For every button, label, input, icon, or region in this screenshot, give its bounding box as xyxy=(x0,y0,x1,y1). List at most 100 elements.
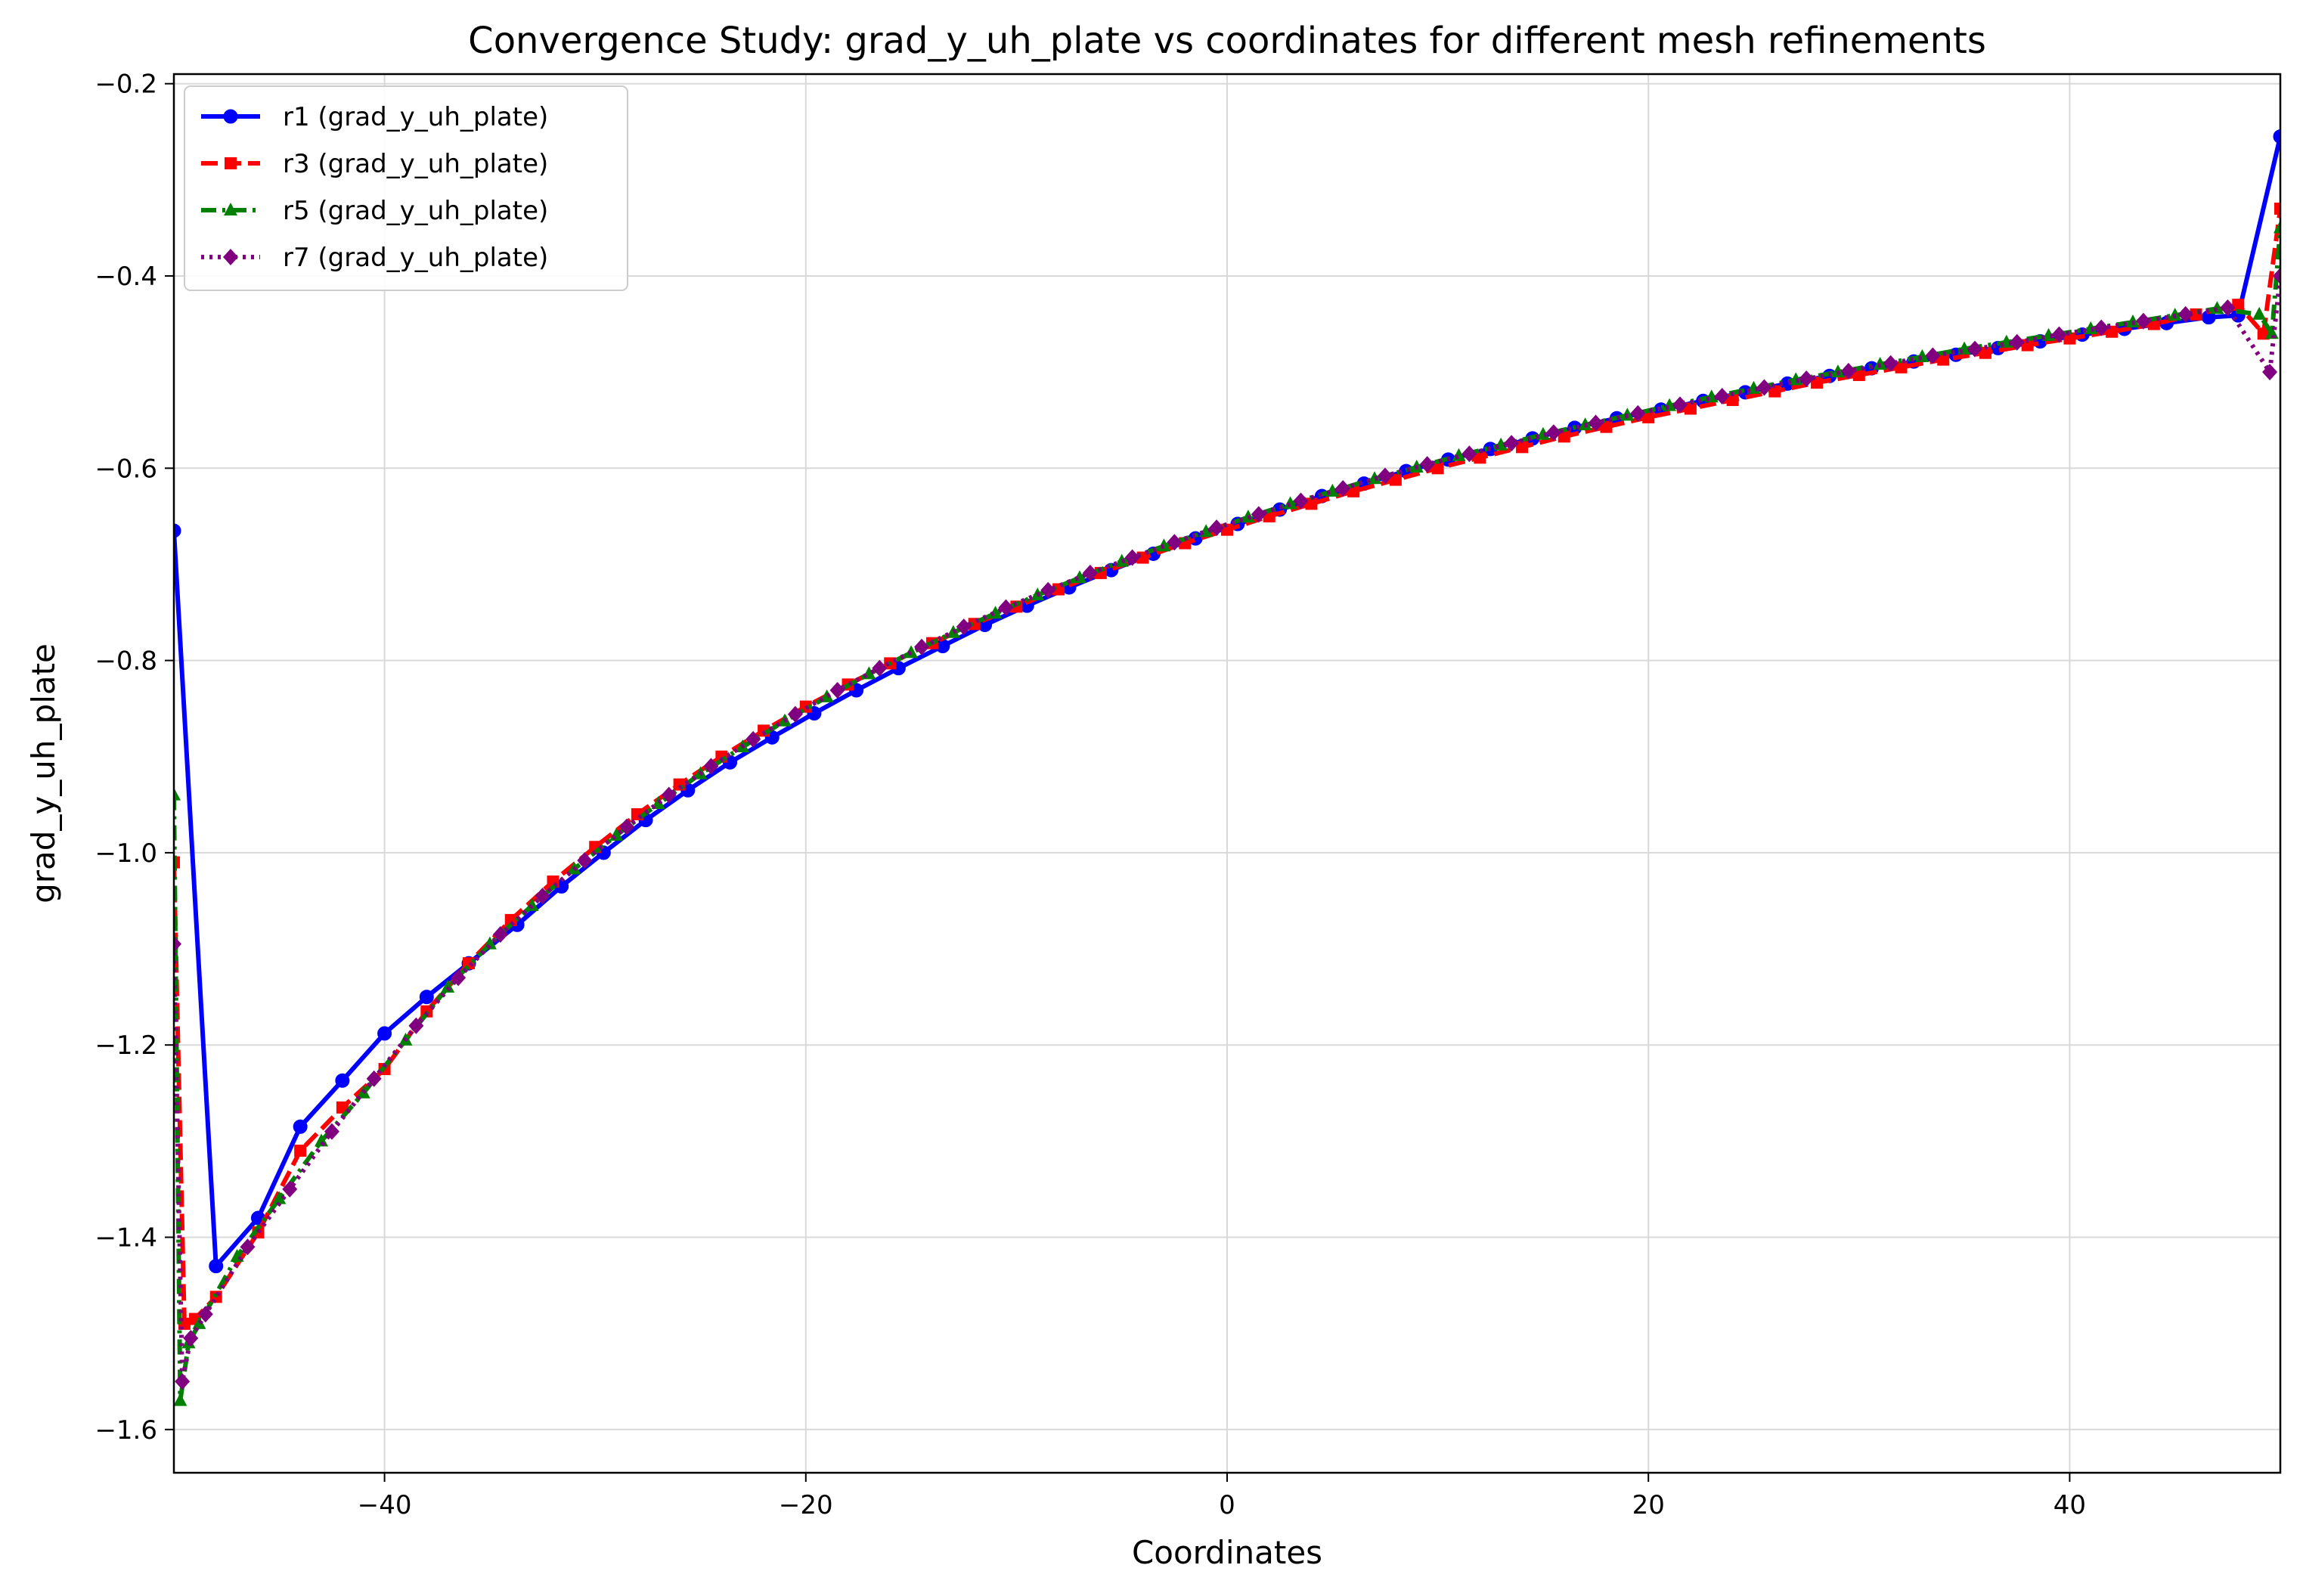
legend: r1 (grad_y_uh_plate) r3 (grad_y_uh_plate)… xyxy=(184,85,628,291)
y-tick-label: −1.6 xyxy=(95,1415,157,1446)
data-point xyxy=(174,935,181,953)
legend-box xyxy=(184,85,628,291)
legend-entry-2: r3 (grad_y_uh_plate) xyxy=(201,149,548,179)
data-point xyxy=(1588,414,1604,432)
data-point xyxy=(209,1259,224,1274)
data-point xyxy=(1925,347,1941,364)
x-tick-label: 40 xyxy=(2053,1490,2086,1520)
data-point xyxy=(535,888,550,905)
data-point xyxy=(492,925,508,943)
data-point xyxy=(2262,364,2278,381)
y-axis-label: grad_y_uh_plate xyxy=(25,643,62,903)
data-point xyxy=(366,1070,382,1087)
data-point xyxy=(525,897,539,911)
data-point xyxy=(1283,496,1297,510)
data-point xyxy=(1124,549,1140,566)
data-point xyxy=(282,1180,298,1198)
data-point xyxy=(1082,564,1098,581)
data-point xyxy=(408,1017,424,1034)
data-point xyxy=(441,979,455,993)
data-point xyxy=(294,1145,307,1157)
legend-label: r3 (grad_y_uh_plate) xyxy=(283,149,548,179)
data-point xyxy=(419,990,434,1005)
x-tick-label: −20 xyxy=(779,1490,833,1520)
data-point xyxy=(872,659,888,677)
data-point xyxy=(2009,333,2025,351)
data-point xyxy=(1167,534,1182,551)
y-tick-label: −0.2 xyxy=(95,70,157,100)
y-tick-label: −1.0 xyxy=(95,838,157,869)
series-3 xyxy=(174,220,2280,1406)
data-point xyxy=(1672,396,1688,414)
legend-label: r7 (grad_y_uh_plate) xyxy=(283,243,548,273)
data-point xyxy=(2135,312,2151,330)
data-point xyxy=(787,705,803,723)
y-tick-label: −0.4 xyxy=(95,262,157,292)
data-point xyxy=(1600,420,1613,433)
legend-label: r1 (grad_y_uh_plate) xyxy=(283,102,548,132)
y-tick-label: −0.8 xyxy=(95,646,157,677)
data-point xyxy=(1368,471,1382,485)
data-point xyxy=(174,1393,188,1406)
data-point xyxy=(377,1026,392,1041)
data-point xyxy=(1756,379,1772,396)
data-point xyxy=(1799,370,1815,388)
x-tick-label: 0 xyxy=(1219,1490,1235,1520)
data-point xyxy=(272,1191,287,1204)
data-point xyxy=(174,523,181,538)
x-axis-label: Coordinates xyxy=(1132,1534,1322,1571)
data-point xyxy=(1305,497,1318,510)
data-point xyxy=(240,1238,256,1256)
data-point xyxy=(904,645,919,659)
data-point xyxy=(324,1123,339,1140)
data-point xyxy=(2232,299,2245,311)
data-point xyxy=(1209,519,1225,537)
data-point xyxy=(335,1073,350,1088)
data-point xyxy=(703,758,719,775)
data-point xyxy=(998,599,1014,616)
x-axis-ticks: −40 −20 0 20 40 xyxy=(358,1473,2086,1520)
data-point xyxy=(618,818,634,835)
data-point xyxy=(2021,339,2034,352)
data-point xyxy=(183,1329,199,1347)
data-point xyxy=(1293,492,1309,510)
data-point xyxy=(315,1133,329,1147)
data-point xyxy=(2252,306,2267,320)
data-point xyxy=(1726,394,1739,407)
y-axis-ticks: −1.6 −1.4 −1.2 −1.0 −0.8 −0.6 −0.4 −0.2 xyxy=(95,70,174,1446)
data-point xyxy=(1040,581,1056,599)
data-point xyxy=(1545,424,1561,442)
data-point xyxy=(1452,448,1466,461)
data-point xyxy=(1474,451,1486,464)
data-point xyxy=(2177,305,2193,323)
data-point xyxy=(1883,355,1899,372)
data-point xyxy=(1714,387,1730,404)
data-point xyxy=(914,638,930,655)
data-point xyxy=(174,856,180,869)
data-point xyxy=(577,852,593,869)
data-point xyxy=(1389,473,1402,486)
data-point xyxy=(1895,361,1908,373)
data-point xyxy=(1419,456,1435,473)
data-point xyxy=(2210,301,2224,315)
data-point xyxy=(1558,430,1570,443)
data-point xyxy=(174,787,181,801)
data-point xyxy=(1157,538,1171,552)
y-tick-label: −1.2 xyxy=(95,1030,157,1061)
data-point xyxy=(1684,402,1697,415)
legend-marker xyxy=(223,249,238,265)
legend-marker xyxy=(223,109,238,124)
series-4 xyxy=(174,268,2280,1390)
data-point xyxy=(2274,220,2280,234)
legend-entry-3: r5 (grad_y_uh_plate) xyxy=(201,196,548,226)
data-point xyxy=(1431,462,1444,475)
data-point xyxy=(1377,467,1393,485)
legend-label: r5 (grad_y_uh_plate) xyxy=(283,196,548,226)
data-point xyxy=(651,796,665,810)
data-point xyxy=(2273,268,2280,285)
data-point xyxy=(451,969,466,987)
data-point xyxy=(1937,353,1950,366)
x-tick-label: −40 xyxy=(358,1490,412,1520)
y-tick-label: −1.4 xyxy=(95,1223,157,1253)
